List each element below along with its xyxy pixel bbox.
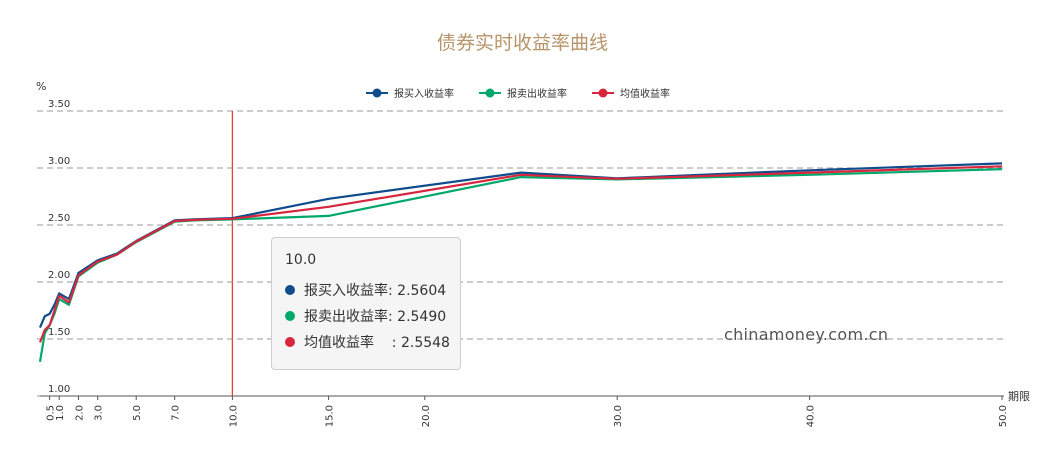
tooltip-row-mid: 均值收益率 : 2.5548	[285, 329, 460, 355]
legend-label: 均值收益率	[620, 87, 670, 100]
legend-marker	[598, 88, 608, 98]
x-tick-label: 20.0	[421, 405, 432, 427]
chart-title: 债券实时收益率曲线	[436, 32, 608, 54]
x-tick-label: 7.0	[171, 405, 182, 421]
tooltip-dot-ask	[285, 311, 295, 321]
y-tick-label: 1.00	[48, 384, 70, 395]
y-tick-label: 3.00	[48, 156, 70, 167]
x-tick-label: 30.0	[613, 405, 624, 427]
tooltip-row-bid: 报买入收益率: 2.5604	[285, 277, 460, 303]
x-tick-label: 0.5	[46, 405, 57, 421]
x-tick-label: 15.0	[325, 405, 336, 427]
tooltip-label-ask: 报卖出收益率: 2.5490	[304, 309, 447, 325]
tooltip-dot-mid	[285, 337, 295, 347]
x-tick-label: 1.0	[55, 405, 66, 421]
y-tick-label: 3.50	[48, 99, 70, 110]
tooltip-x-value: 10.0	[285, 252, 317, 268]
series-line-0	[38, 162, 1003, 329]
x-tick-label: 2.0	[74, 405, 85, 421]
legend-item-2: 均值收益率	[592, 87, 670, 100]
x-tick-label: 40.0	[806, 405, 817, 427]
y-tick-label: 1.50	[48, 327, 70, 338]
legend-item-1: 报卖出收益率	[479, 87, 567, 100]
legend-label: 报买入收益率	[394, 87, 454, 100]
legend-marker	[372, 88, 382, 98]
legend-item-0: 报买入收益率	[366, 87, 454, 100]
x-axis-title: 期限	[1008, 390, 1030, 403]
x-tick-label: 50.0	[998, 405, 1009, 427]
watermark: chinamoney.com.cn	[724, 325, 889, 344]
tooltip-label-mid: 均值收益率 : 2.5548	[304, 335, 450, 351]
legend-marker	[485, 88, 495, 98]
legend-label: 报卖出收益率	[507, 87, 567, 100]
data-tooltip: 10.0 报买入收益率: 2.5604 报卖出收益率: 2.5490 均值收益率…	[271, 237, 461, 370]
series-line-2	[38, 165, 1003, 343]
y-tick-label: 2.50	[48, 213, 70, 224]
tooltip-label-bid: 报买入收益率: 2.5604	[304, 283, 447, 299]
x-tick-label: 5.0	[132, 405, 143, 421]
tooltip-row-ask: 报卖出收益率: 2.5490	[285, 303, 460, 329]
y-axis-unit: %	[36, 80, 46, 93]
x-tick-label: 3.0	[94, 405, 105, 421]
tooltip-dot-bid	[285, 285, 295, 295]
x-tick-label: 10.0	[228, 405, 239, 427]
y-tick-label: 2.00	[48, 270, 70, 281]
